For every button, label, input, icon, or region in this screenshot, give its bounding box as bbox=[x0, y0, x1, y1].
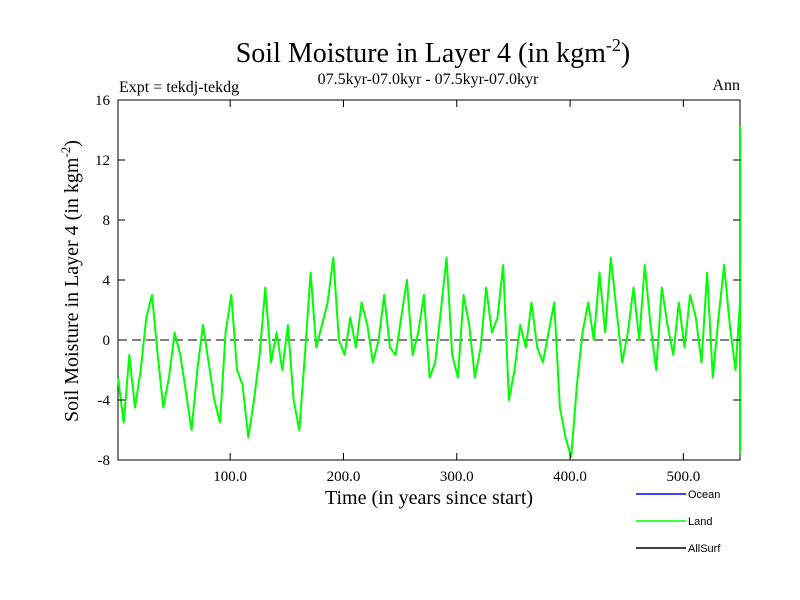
legend-label-allsurf: AllSurf bbox=[688, 543, 721, 555]
expt-label: Expt = tekdj-tekdg bbox=[119, 79, 239, 96]
legend-label-ocean: Ocean bbox=[688, 489, 720, 501]
y-axis-ticks: -8 -4 0 4 8 12 16 bbox=[95, 93, 740, 469]
series-line-land bbox=[117, 126, 741, 458]
x-tick-label: 500.0 bbox=[666, 469, 700, 485]
x-tick-label: 100.0 bbox=[213, 469, 247, 485]
y-tick-label: 0 bbox=[103, 333, 111, 349]
y-tick-label: -8 bbox=[98, 453, 111, 469]
y-tick-label: 4 bbox=[103, 273, 111, 289]
x-tick-label: 400.0 bbox=[553, 469, 587, 485]
legend: Ocean Land AllSurf bbox=[636, 489, 721, 555]
y-tick-label: -4 bbox=[98, 393, 111, 409]
y-tick-label: 8 bbox=[103, 213, 111, 229]
x-tick-label: 200.0 bbox=[327, 469, 361, 485]
y-axis-label: Soil Moisture in Layer 4 (in kgm-2) bbox=[58, 140, 83, 422]
chart-subtitle: 07.5kyr-07.0kyr - 07.5kyr-07.0kyr bbox=[318, 71, 539, 88]
chart-title: Soil Moisture in Layer 4 (in kgm-2) bbox=[236, 35, 631, 69]
y-tick-label: 12 bbox=[95, 153, 110, 169]
y-tick-label: 16 bbox=[95, 93, 111, 109]
x-tick-label: 300.0 bbox=[440, 469, 474, 485]
season-label: Ann bbox=[712, 77, 740, 94]
x-axis-label: Time (in years since start) bbox=[325, 487, 533, 509]
legend-label-land: Land bbox=[688, 516, 712, 528]
x-axis-ticks: 100.0 200.0 300.0 400.0 500.0 bbox=[213, 100, 700, 485]
